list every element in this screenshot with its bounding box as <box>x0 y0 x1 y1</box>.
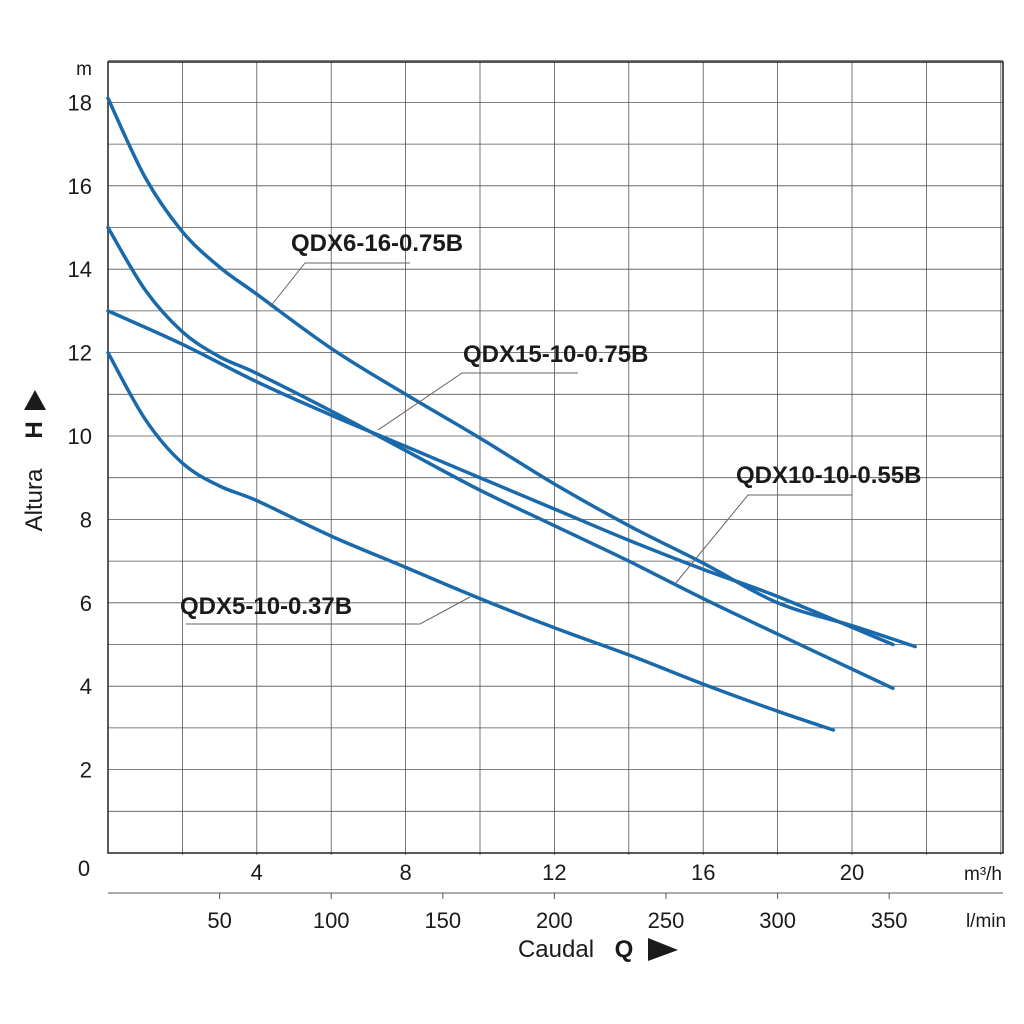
series-line-qdx10-10-0.55b <box>106 225 895 691</box>
series-label-qdx15-10-0.75b: QDX15-10-0.75B <box>463 341 648 368</box>
x-tick-label: 4 <box>251 860 263 885</box>
y-tick-label: 4 <box>80 674 92 699</box>
x-axis-arrow-icon <box>648 938 678 961</box>
y-tick-label: 16 <box>68 174 92 199</box>
series-label-qdx5-10-0.37b: QDX5-10-0.37B <box>180 593 352 620</box>
x-axis-symbol: Q <box>615 936 634 963</box>
y-tick-label: 12 <box>68 341 92 366</box>
y-tick-label: 10 <box>68 424 92 449</box>
y-unit-label: m <box>76 59 92 80</box>
axis-text: m m³/h l/min Altura H Caudal Q 0 2 4 6 8 10 12… <box>21 59 1006 963</box>
x2-tick-label: 100 <box>313 908 350 933</box>
y-tick-label: 18 <box>68 90 92 115</box>
x-tick-label: 20 <box>840 860 864 885</box>
series-line-qdx5-10-0.37b <box>106 350 836 732</box>
leader-line-qdx10-10-0.55b <box>674 494 852 585</box>
series-label-qdx10-10-0.55b: QDX10-10-0.55B <box>736 462 921 489</box>
grid <box>107 60 1004 899</box>
series-line-qdx6-16-0.75b <box>106 96 917 649</box>
leader-line-qdx5-10-0.37b <box>186 596 471 625</box>
leader-line-qdx15-10-0.75b <box>377 372 578 431</box>
x2-tick-label: 250 <box>648 908 685 933</box>
y-axis-title: Altura H <box>21 390 48 531</box>
series-labels: QDX6-16-0.75B QDX15-10-0.75B QDX10-10-0.55… <box>180 230 921 620</box>
y-tick-label: 2 <box>80 758 92 783</box>
x2-tick-label: 150 <box>424 908 461 933</box>
leader-line-qdx6-16-0.75b <box>269 262 410 308</box>
x-tick-label: 16 <box>691 860 715 885</box>
series-line-qdx15-10-0.75b <box>106 309 895 647</box>
x-tick-label: 8 <box>399 860 411 885</box>
x2-unit-label: l/min <box>966 911 1006 932</box>
y-tick-label: 14 <box>68 257 92 282</box>
y-axis-title-text: Altura <box>21 468 48 531</box>
x2-tick-label: 300 <box>759 908 796 933</box>
x-axis-title-text: Caudal <box>518 936 594 963</box>
label-leaders <box>186 262 852 625</box>
x2-tick-label: 200 <box>536 908 573 933</box>
x-tick-label: 12 <box>542 860 566 885</box>
x2-tick-label: 50 <box>207 908 231 933</box>
y-axis-symbol: H <box>21 421 48 438</box>
y-tick-label: 6 <box>80 591 92 616</box>
y-tick-label: 8 <box>80 507 92 532</box>
plot-frame <box>107 61 1004 854</box>
series-label-qdx6-16-0.75b: QDX6-16-0.75B <box>291 230 463 257</box>
y-tick-label: 0 <box>78 856 90 881</box>
series-lines <box>106 96 917 732</box>
x2-tick-label: 350 <box>871 908 908 933</box>
x-unit-label: m³/h <box>964 864 1002 885</box>
y-axis-arrow-icon <box>24 390 46 410</box>
